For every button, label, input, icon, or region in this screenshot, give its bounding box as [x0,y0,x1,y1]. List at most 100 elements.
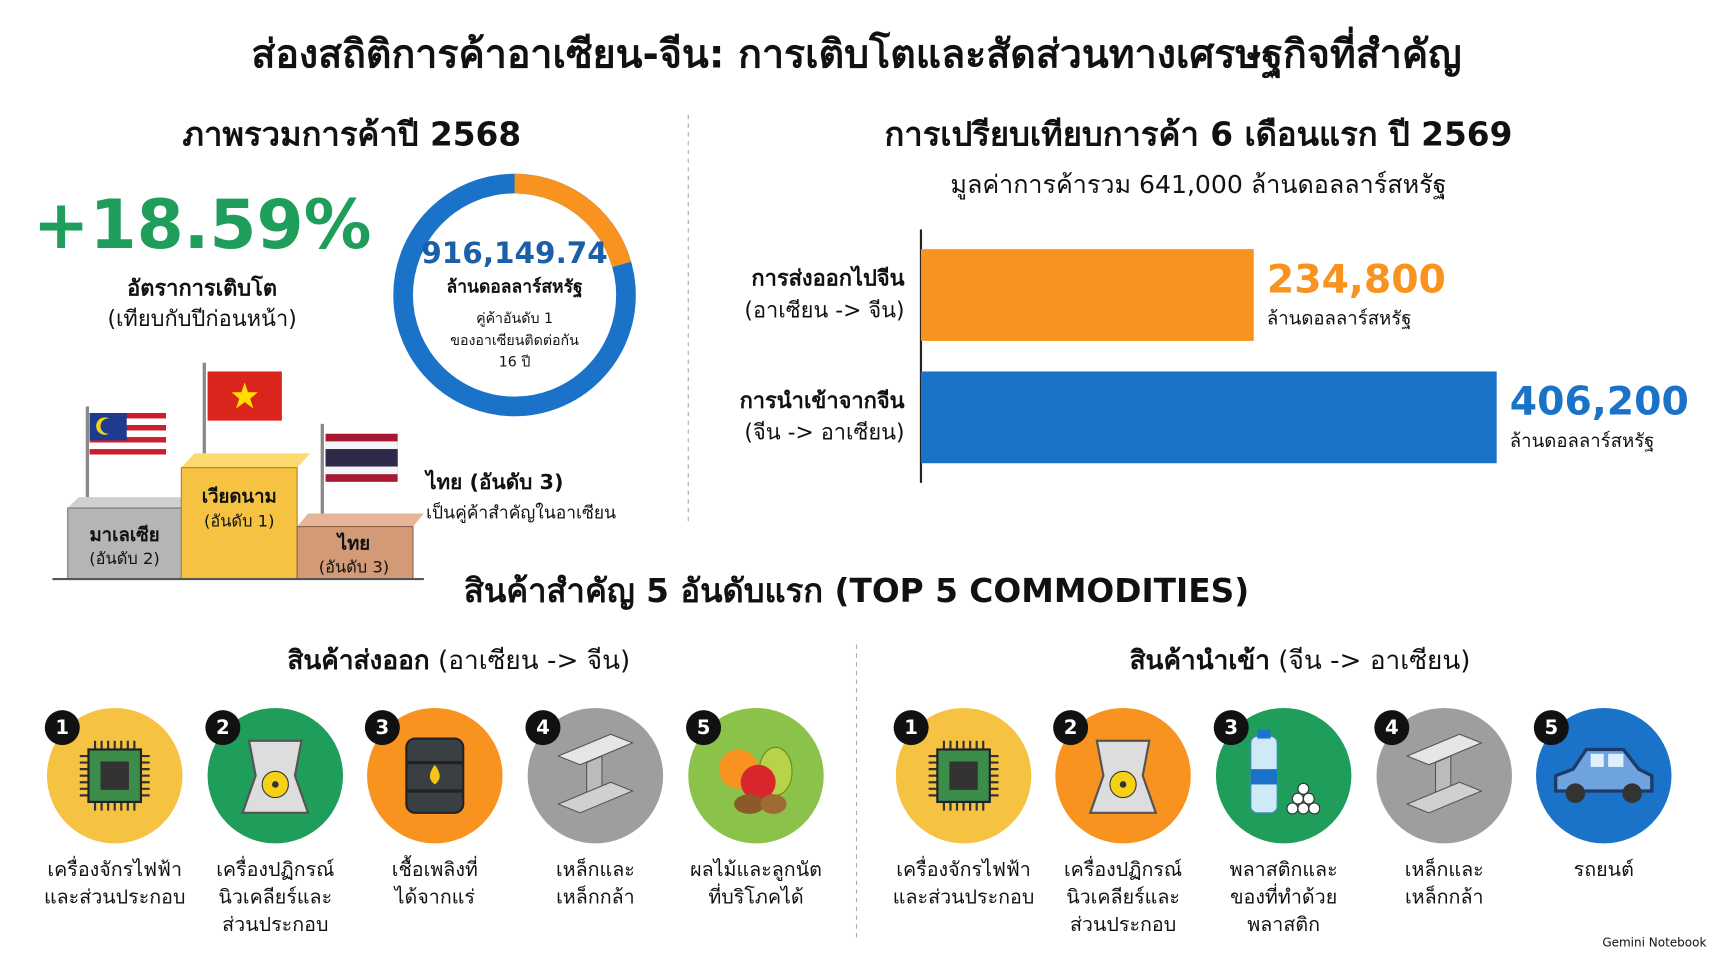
podium-country: ไทย [336,532,370,555]
rank-number: 1 [55,716,69,739]
icon-part [1119,781,1127,788]
thai-label: ไทย (อันดับ 3) [424,469,563,494]
rank-number: 5 [697,716,711,739]
imports-heading: สินค้านำเข้า [1130,645,1270,675]
icon-part [1302,792,1315,805]
exports-direction: (อาเซียน -> จีน) [438,645,630,675]
podium-rank: (อันดับ 1) [204,512,274,531]
icon-part [1554,747,1654,793]
rank-number: 2 [1064,716,1078,739]
rank-number: 2 [216,716,230,739]
category-label: การส่งออกไปจีน [751,266,904,292]
commodity-label: เหล็กกล้า [1405,885,1484,909]
commodity: 5 ผลไม้และลูกนัตที่บริโภคได้ [686,707,824,909]
commodity-label: พลาสติกและ [1230,858,1338,881]
rank-badge [1213,710,1249,746]
rank-number: 5 [1544,716,1558,739]
icon-part [1297,802,1310,815]
imports-direction: (จีน -> อาเซียน) [1278,645,1470,675]
group-heading: สินค้านำเข้า (จีน -> อาเซียน) [1130,645,1471,675]
rank-number: 3 [1224,716,1238,739]
rank-badge [525,710,561,746]
bar [920,371,1497,464]
trade-note: 16 ปี [499,355,531,371]
commodity-label: เชื้อเพลิงที่ [392,855,478,881]
podium-country: มาเลเซีย [89,524,159,546]
rank-badge [686,710,722,746]
category-label: (อาเซียน -> จีน) [744,298,904,323]
value-unit: ล้านดอลลาร์สหรัฐ [1267,308,1412,330]
commodity-label: ส่วนประกอบ [1070,913,1176,936]
bar-chart: การส่งออกไปจีน (อาเซียน -> จีน) 234,800 ล้า… [740,249,1689,464]
icon-part [1622,783,1642,804]
trade-note: คู่ค้าอันดับ 1 [476,311,553,327]
commodity-label: นิวเคลียร์และ [1066,886,1180,909]
icon-part [1286,802,1299,815]
commodity: 2 เครื่องปฏิกรณ์นิวเคลียร์และส่วนประกอบ [1053,707,1191,936]
icon-part [429,764,440,785]
icon-part [556,733,634,766]
commodity-label: เหล็กและ [1405,857,1484,881]
rank-badge [893,710,929,746]
icon-part [1590,753,1604,767]
commodity-label: รถยนต์ [1574,858,1634,881]
rank-number: 4 [1385,716,1399,739]
commodity-label: พลาสติก [1247,913,1320,936]
podium-country: เวียดนาม [202,486,277,508]
donut-arc [514,173,632,268]
trade-unit: ล้านดอลลาร์สหรัฐ [447,275,583,298]
value-label: 406,200 [1510,380,1689,425]
commodity-label: นิวเคลียร์และ [218,886,332,909]
thai-note: เป็นคู่ค้าสำคัญในอาเซียน [426,502,616,524]
icon-part [760,794,787,814]
icon-part [87,748,143,804]
commodity-label: เหล็กและ [556,857,635,881]
icon-part [1565,783,1586,804]
chart-title: การเปรียบเทียบการค้า 6 เดือนแรก ปี 2569 [884,116,1512,154]
category-label: การนำเข้าจากจีน [740,389,905,414]
icon-part [1405,733,1483,766]
commodity-label: และส่วนประกอบ [893,886,1035,909]
commodity-label: เหล็กกล้า [556,885,635,909]
icon-part [1291,792,1304,805]
trade-note: ของอาเซียนติดต่อกัน [450,333,579,349]
commodity: 3 เชื้อเพลิงที่ได้จากแร่ [364,707,503,909]
podium [52,362,424,581]
icon-part [272,781,279,788]
rank-number: 3 [376,716,390,739]
icon-part [100,761,129,790]
flag-thailand [325,433,398,482]
bar [920,249,1254,341]
icon-part [1608,753,1624,767]
commodity-label: ส่วนประกอบ [222,913,328,936]
chart-subtitle: มูลค่าการค้ารวม 641,000 ล้านดอลลาร์สหรัฐ [950,170,1446,200]
growth-note: (เทียบกับปีก่อนหน้า) [107,307,296,332]
podium-rank: (อันดับ 3) [319,558,389,577]
rank-badge [205,710,241,746]
commodity-label: ที่บริโภคได้ [708,884,803,909]
commodity: 5 รถยนต์ [1533,707,1672,881]
commodity-label: เครื่องจักรไฟฟ้า [47,856,182,881]
flag-malaysia [89,412,167,462]
commodity-label: ได้จากแร่ [393,886,475,909]
commodity-label: เครื่องปฏิกรณ์ [1064,856,1182,881]
commodity-label: ของที่ทำด้วย [1230,884,1337,909]
rank-badge [364,710,400,746]
growth-label: อัตราการเติบโต [127,275,277,302]
title: ส่องสถิติการค้าอาเซียน-จีน: การเติบโตและ… [251,26,1461,79]
icon-part [740,764,776,800]
icon-part [1308,802,1321,815]
podium-rank: (อันดับ 2) [89,549,159,568]
icon-part [1250,769,1278,785]
commodity-label: เครื่องปฏิกรณ์ [216,856,334,881]
commodities-title: สินค้าสำคัญ 5 อันดับแรก (TOP 5 COMMODITI… [464,572,1249,610]
flag-vietnam [207,371,282,421]
commodity-label: ผลไม้และลูกนัต [690,858,822,882]
